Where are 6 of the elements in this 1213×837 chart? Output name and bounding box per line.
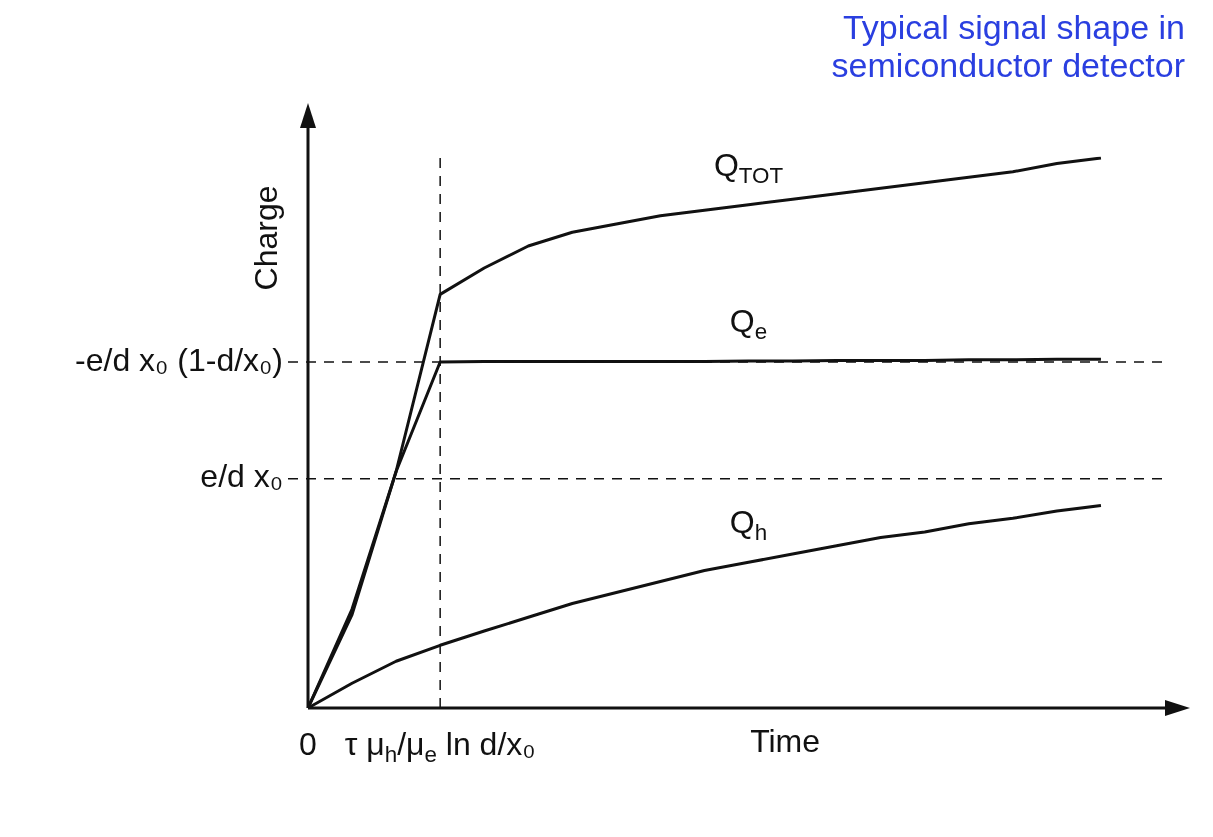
x-tick-label: 0: [299, 725, 317, 762]
y-axis-title: Charge: [247, 185, 284, 291]
ref-line-label: e/d x₀: [200, 458, 283, 495]
x-axis-title: Time: [750, 722, 821, 759]
ref-line-label: -e/d x₀ (1-d/x₀): [75, 341, 283, 378]
chart-title: Typical signal shape in semiconductor detector: [830, 8, 1185, 84]
